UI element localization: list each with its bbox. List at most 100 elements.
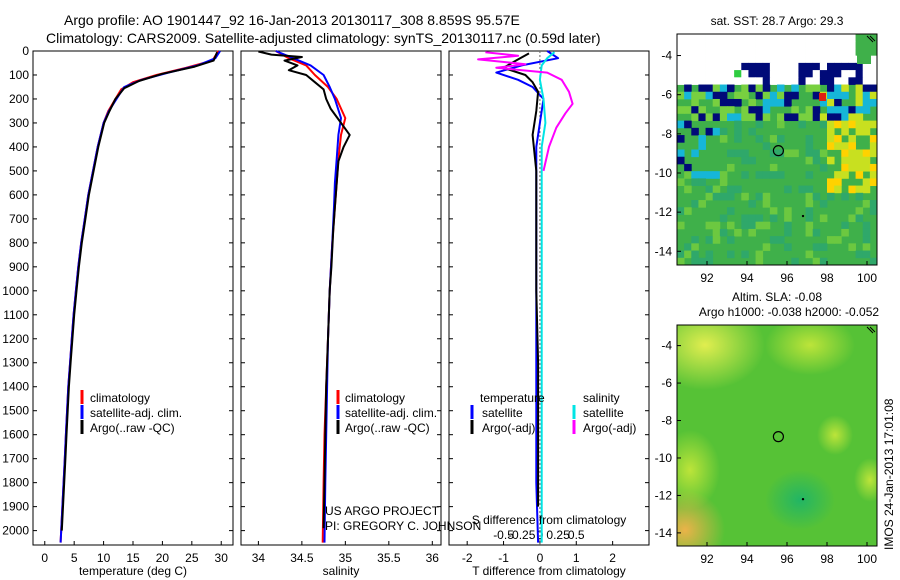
sst-map-cell (755, 250, 764, 259)
sst-map-cell (734, 91, 742, 100)
sst-map-cell (719, 91, 728, 100)
sst-map-cell (805, 185, 814, 194)
sst-map-cell (727, 55, 735, 64)
sst-map-cell (791, 149, 799, 158)
salinity-series (258, 50, 351, 543)
sst-map-cell (741, 70, 749, 78)
sst-map-cell (855, 106, 864, 114)
sst-map-cell (841, 91, 849, 100)
sst-map-cell (719, 98, 728, 107)
sst-map-cell (719, 228, 728, 237)
difference-xtick-label: -2 (462, 551, 473, 565)
sla-map-y-ticks: -4 -6 -8 -10 -12 -14 (655, 339, 681, 540)
temperature-ytick-label: 500 (9, 164, 29, 178)
sst-map-cell (777, 55, 785, 64)
sst-map-cell (691, 127, 699, 136)
sla-map-xtick-label: 100 (857, 552, 877, 566)
temperature-ytick-label: 1100 (3, 308, 29, 322)
sst-map-cell (698, 55, 706, 64)
sst-map-cell (769, 48, 778, 57)
sst-map-cell (841, 34, 849, 42)
sst-map-cell (762, 113, 771, 122)
sla-map-title-line2: Argo h1000: -0.038 h2000: -0.052 (699, 305, 879, 319)
difference-series (477, 50, 574, 543)
temperature-y-ticks: 0 100 200 300 400 500 600 700 800 900 1000 1100 1200… (2, 44, 233, 538)
sst-map-cell (755, 221, 764, 230)
sst-map-cell (805, 34, 814, 42)
sst-map-cell (677, 250, 685, 259)
sst-map-cell (848, 77, 856, 85)
sst-map-cell (791, 106, 799, 114)
sst-map-cell (734, 135, 742, 143)
sst-map-cell (805, 70, 814, 78)
sst-map-cell (762, 55, 771, 64)
sst-map-cell (748, 214, 756, 223)
sst-map-cell (762, 77, 771, 85)
sst-map-cell (684, 91, 692, 100)
sst-map-cell (777, 84, 785, 93)
temperature-axes-frame (32, 50, 234, 546)
sst-map-cell (712, 98, 721, 107)
sst-map-cell (777, 149, 785, 158)
sla-map-ytick-label: -8 (661, 414, 672, 428)
sst-map-cell (805, 149, 814, 158)
sst-map-cell (677, 91, 685, 100)
sst-map-cell (777, 62, 785, 71)
sst-map-ytick-label: -14 (655, 244, 673, 258)
sst-map-cell (791, 70, 799, 78)
sst-map-cell (741, 192, 749, 201)
sst-map-cell (698, 48, 706, 57)
sst-map-cell (827, 156, 835, 165)
sst-map-cell (719, 178, 728, 186)
salinity-xtick-label: 34 (252, 551, 266, 565)
sst-map-cell (677, 135, 685, 143)
sst-map-cell (712, 221, 721, 230)
sst-map-cell (727, 207, 735, 215)
sst-map-cell (734, 41, 742, 49)
sst-map-cell (712, 41, 721, 49)
sst-map-cell (857, 38, 871, 64)
sst-map-cell (841, 48, 849, 57)
sst-map-cell (834, 185, 842, 194)
sst-map-cell (855, 250, 864, 259)
salinity-x-ticks: 34 34.5 35 35.5 36 (252, 541, 439, 565)
sst-map-cell (712, 77, 721, 85)
sst-map-cell (705, 113, 714, 122)
sst-map-cell (869, 171, 877, 179)
sst-map-cell (805, 156, 814, 165)
sst-map-cell (727, 113, 735, 122)
sst-map-cell (841, 84, 849, 93)
sst-map-cell (855, 34, 864, 42)
sst-map-cell (855, 113, 864, 122)
sst-map-cell (862, 84, 871, 93)
sst-map-cell (805, 135, 814, 143)
temperature-ytick-label: 1600 (2, 428, 29, 442)
sst-map-cell (841, 77, 849, 85)
sst-map: sat. SST: 28.7 Argo: 29.3 92 94 96 98 100 -4… (655, 14, 878, 285)
sst-map-cell (677, 149, 685, 158)
temperature-ytick-label: 300 (9, 116, 29, 130)
sst-map-cell (827, 62, 835, 71)
sst-map-cell (819, 120, 828, 129)
sst-map-cell (705, 41, 714, 49)
sst-map-cell (727, 149, 735, 158)
sst-map-cell (698, 106, 706, 114)
sst-map-cell (848, 142, 856, 150)
sst-map-cell (819, 200, 828, 208)
sst-map-cell (869, 200, 877, 208)
sst-map-cell (805, 214, 814, 223)
sst-map-cell (727, 41, 735, 49)
sla-map-blob-orange-sw (677, 490, 725, 546)
sst-map-cell (719, 77, 728, 85)
difference-top-tick-label: -0.5 (493, 528, 514, 542)
difference-axes-frame (448, 50, 650, 546)
sst-map-cell (769, 55, 778, 64)
sst-map-cell (827, 113, 835, 122)
sla-map-ytick-label: -10 (655, 451, 673, 465)
sst-map-cell (812, 70, 821, 78)
sst-map-cell (755, 106, 764, 114)
sst-map-cell (862, 163, 871, 172)
sst-map-cell (869, 120, 877, 129)
sst-map-cell (691, 106, 699, 114)
sst-map-cell (691, 257, 699, 265)
